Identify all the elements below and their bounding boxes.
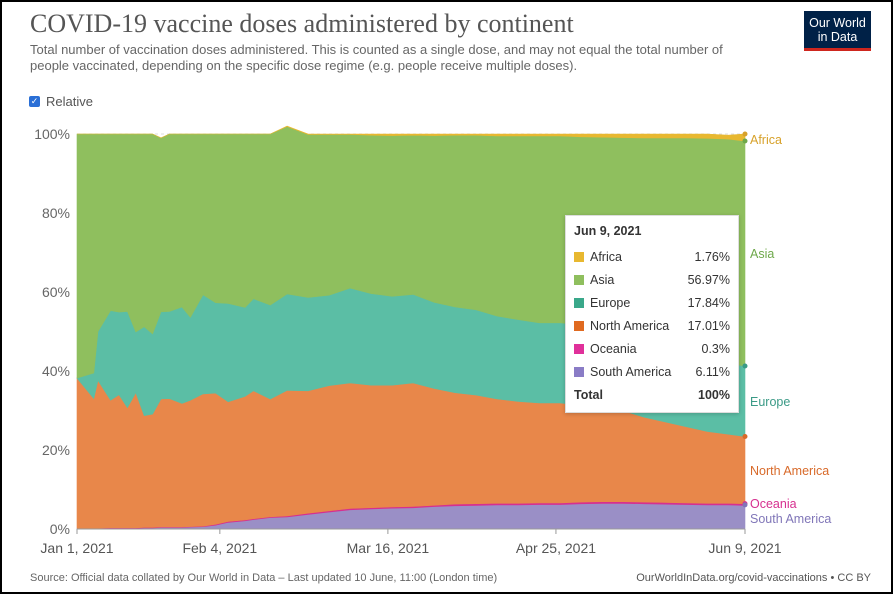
- x-tick-label: Feb 4, 2021: [182, 540, 257, 556]
- chart-title: COVID-19 vaccine doses administered by c…: [30, 9, 574, 38]
- logo-line-1: Our World: [809, 16, 866, 30]
- tooltip-series-value: 0.3%: [701, 341, 731, 356]
- y-tick-label: 60%: [42, 284, 70, 300]
- owid-logo[interactable]: Our World in Data: [804, 11, 871, 51]
- source-note: Source: Official data collated by Our Wo…: [30, 572, 498, 584]
- y-tick-label: 40%: [42, 363, 70, 379]
- x-tick-label: Apr 25, 2021: [516, 540, 596, 556]
- logo-line-2: in Data: [817, 30, 858, 44]
- series-label: Asia: [750, 247, 774, 261]
- tooltip-series-name: South America: [590, 364, 672, 379]
- series-end-dot: [742, 131, 748, 137]
- series-label: Europe: [750, 395, 790, 409]
- series-label: Africa: [750, 133, 782, 147]
- tooltip-total-row: Total 100%: [574, 383, 730, 406]
- y-tick-label: 80%: [42, 205, 70, 221]
- series-end-dot: [742, 433, 748, 439]
- tooltip-series-name: Asia: [590, 272, 615, 287]
- tooltip-series-name: Oceania: [590, 341, 637, 356]
- x-tick-label: Jun 9, 2021: [708, 540, 781, 556]
- tooltip-row: North America 17.01%: [574, 314, 730, 337]
- chart-subtitle: Total number of vaccination doses admini…: [30, 42, 723, 73]
- tooltip-series-name: North America: [590, 318, 670, 333]
- tooltip-swatch: [574, 366, 584, 377]
- tooltip-swatch: [574, 251, 584, 262]
- tooltip-total-value: 100%: [698, 387, 730, 402]
- tooltip-series-value: 17.84%: [687, 295, 730, 310]
- y-tick-label: 20%: [42, 442, 70, 458]
- tooltip-rows: Africa 1.76% Asia 56.97% Europe 17.84% North A…: [574, 245, 730, 383]
- series-end-dot: [742, 502, 748, 508]
- tooltip-swatch: [574, 343, 584, 354]
- series-label: South America: [750, 512, 831, 526]
- tooltip-total-label: Total: [574, 387, 603, 402]
- relative-toggle[interactable]: ✓ Relative: [29, 94, 93, 109]
- tooltip-row: Asia 56.97%: [574, 268, 730, 291]
- series-end-dot: [742, 363, 748, 369]
- tooltip-series-name: Europe: [590, 295, 631, 310]
- tooltip-row: Africa 1.76%: [574, 245, 730, 268]
- series-label: North America: [750, 464, 829, 478]
- tooltip-swatch: [574, 320, 584, 331]
- tooltip-swatch: [574, 297, 584, 308]
- y-tick-label: 0%: [50, 521, 70, 537]
- footer-link[interactable]: OurWorldInData.org/covid-vaccinations • …: [636, 572, 871, 584]
- checkbox-checked-icon[interactable]: ✓: [29, 96, 40, 107]
- tooltip-series-name: Africa: [590, 249, 622, 264]
- tooltip-row: South America 6.11%: [574, 360, 730, 383]
- x-tick-label: Jan 1, 2021: [40, 540, 113, 556]
- area-africa: [77, 125, 746, 142]
- tooltip-series-value: 1.76%: [694, 249, 730, 264]
- y-tick-label: 100%: [34, 126, 70, 142]
- series-label: Oceania: [750, 497, 797, 511]
- tooltip-date: Jun 9, 2021: [574, 224, 642, 238]
- x-tick-label: Mar 16, 2021: [347, 540, 430, 556]
- tooltip-swatch: [574, 274, 584, 285]
- tooltip-series-value: 56.97%: [687, 272, 730, 287]
- relative-label: Relative: [46, 94, 93, 109]
- tooltip-series-value: 6.11%: [695, 364, 730, 379]
- series-end-dot: [742, 138, 748, 144]
- tooltip-row: Europe 17.84%: [574, 291, 730, 314]
- tooltip: Jun 9, 2021 Africa 1.76% Asia 56.97% Europe 1…: [565, 215, 739, 413]
- tooltip-row: Oceania 0.3%: [574, 337, 730, 360]
- tooltip-series-value: 17.01%: [687, 318, 730, 333]
